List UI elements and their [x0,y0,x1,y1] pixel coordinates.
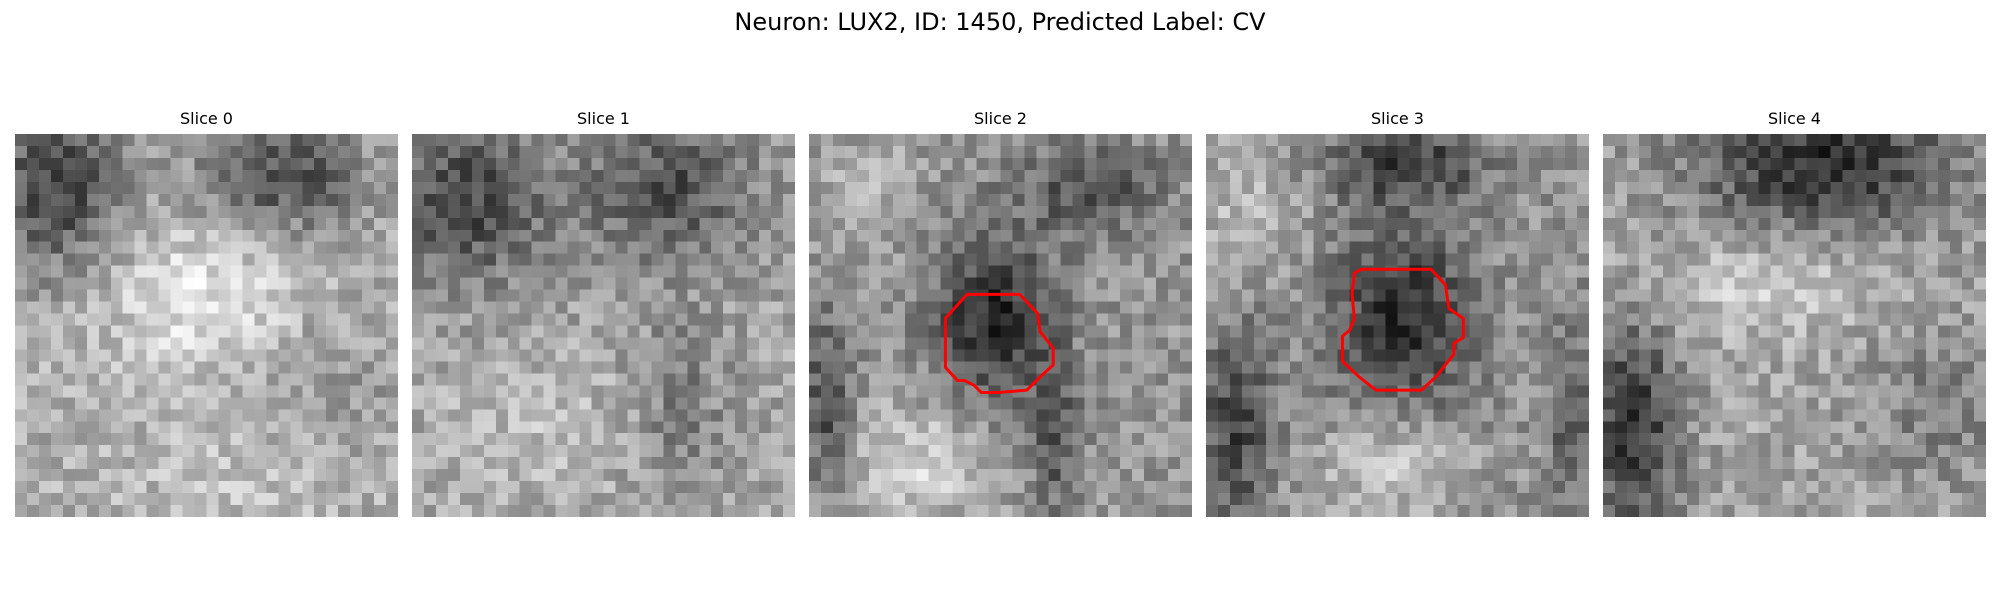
slice-title: Slice 1 [577,109,630,128]
slice-title: Slice 2 [974,109,1027,128]
slice-title: Slice 0 [180,109,233,128]
figure-title: Neuron: LUX2, ID: 1450, Predicted Label:… [734,8,1266,36]
roi-contour [1340,267,1465,392]
slice-image [1603,134,1986,517]
slice-image [15,134,398,517]
roi-contour [943,292,1055,395]
slice-image [1206,134,1589,517]
slice-image [412,134,795,517]
slice-title: Slice 4 [1768,109,1821,128]
slice-title: Slice 3 [1371,109,1424,128]
slice-image [809,134,1192,517]
